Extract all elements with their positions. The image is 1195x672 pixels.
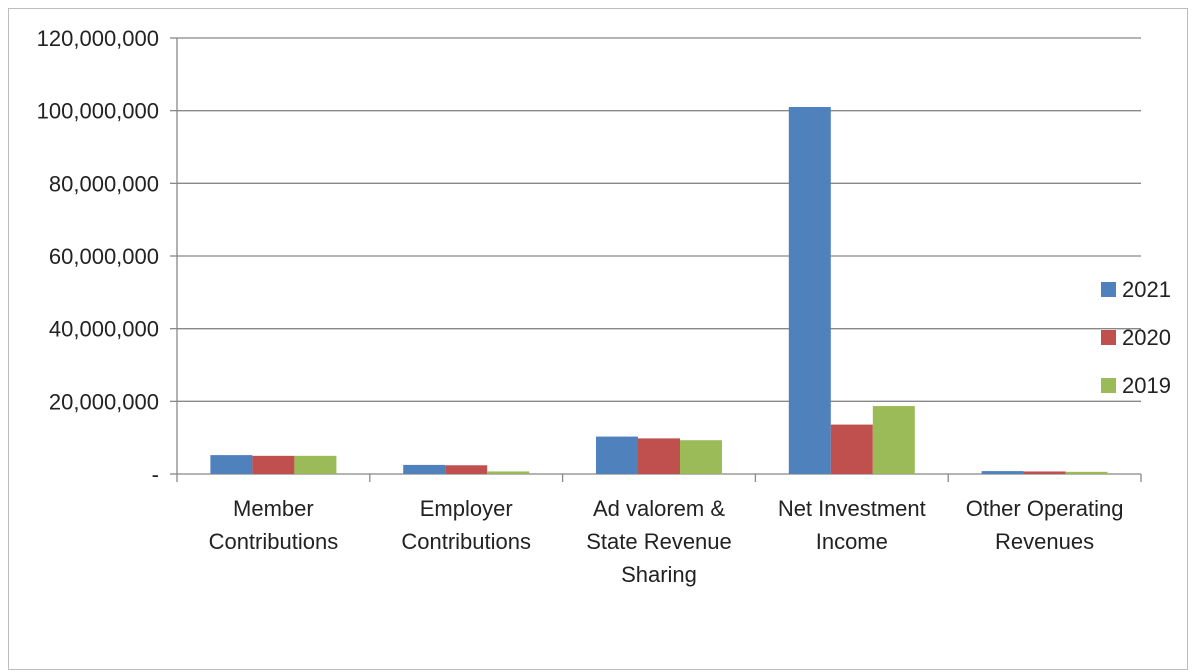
legend-label: 2020 [1122, 325, 1171, 350]
bar-2019 [1065, 471, 1108, 474]
bar-2019 [680, 440, 722, 474]
legend-swatch-2020 [1101, 330, 1116, 345]
bar-2019 [872, 406, 915, 474]
bar-2019 [294, 455, 337, 474]
bar-2021 [981, 471, 1024, 474]
legend-swatch-2021 [1101, 282, 1116, 297]
legend-label: 2021 [1122, 277, 1171, 302]
y-tick-label: 100,000,000 [37, 99, 159, 124]
bar-2021 [788, 107, 831, 475]
category-label: Member Contributions [209, 496, 339, 554]
y-tick-label: 120,000,000 [37, 26, 159, 51]
y-tick-label: 20,000,000 [49, 389, 159, 414]
bar-2020 [252, 455, 295, 474]
category-label: Ad valorem & State Revenue Sharing [586, 496, 732, 587]
chart-frame: - 20,000,000 40,000,000 60,000,000 80,000,00… [8, 8, 1188, 670]
y-tick-label: 60,000,000 [49, 244, 159, 269]
category-label: Employer Contributions [401, 496, 531, 554]
bar-chart: - 20,000,000 40,000,000 60,000,000 80,000,00… [37, 26, 1171, 587]
bar-2020 [830, 424, 873, 474]
y-tick-label: 80,000,000 [49, 171, 159, 196]
bar-2019 [487, 471, 530, 474]
bar-2020 [638, 438, 680, 474]
category-label: Other Operating Revenues [966, 496, 1124, 554]
y-tick-label: 40,000,000 [49, 317, 159, 342]
y-tick-label: - [152, 462, 159, 487]
legend-swatch-2019 [1101, 378, 1116, 393]
category-label: Net Investment Income [778, 496, 926, 554]
bar-2020 [1023, 471, 1066, 474]
bar-2021 [403, 464, 446, 474]
legend-label: 2019 [1122, 373, 1171, 398]
bar-2021 [596, 436, 638, 474]
bar-2020 [445, 465, 488, 474]
bar-2021 [210, 455, 253, 474]
